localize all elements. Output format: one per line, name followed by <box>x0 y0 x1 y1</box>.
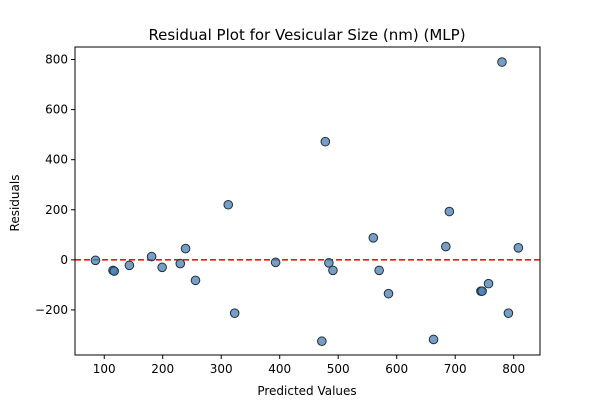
scatter-point <box>444 206 455 217</box>
scatter-point <box>368 233 379 243</box>
y-tick-label: 600 <box>45 103 68 117</box>
scatter-point <box>477 286 487 296</box>
x-tick-label: 800 <box>502 362 525 376</box>
scatter-point <box>90 255 101 266</box>
scatter-point <box>320 136 331 147</box>
scatter-point <box>270 257 281 268</box>
scatter-point <box>374 265 384 276</box>
scatter-point <box>146 251 157 262</box>
scatter-point <box>503 308 514 318</box>
chart-title: Residual Plot for Vesicular Size (nm) (M… <box>148 26 465 44</box>
scatter-point <box>324 258 334 268</box>
scatter-point <box>328 265 338 276</box>
x-tick-label: 700 <box>444 362 467 376</box>
scatter-point <box>483 278 494 289</box>
x-tick-label: 100 <box>93 362 116 376</box>
scatter-point <box>497 57 507 67</box>
scatter-point <box>124 260 135 271</box>
scatter-point <box>190 275 201 286</box>
x-axis-label: Predicted Values <box>257 384 356 398</box>
scatter-point <box>441 241 451 252</box>
x-tick-label: 400 <box>268 362 291 376</box>
scatter-point <box>513 243 524 253</box>
scatter-point <box>428 334 439 345</box>
y-tick-label: 800 <box>45 53 68 67</box>
scatter-point <box>383 288 394 299</box>
x-tick-label: 500 <box>327 362 350 376</box>
y-tick-label: 200 <box>45 203 68 217</box>
scatter-point <box>180 243 191 254</box>
x-tick-label: 600 <box>385 362 408 376</box>
scatter-point <box>229 308 240 318</box>
scatter-point <box>109 266 119 276</box>
y-tick-label: 0 <box>60 253 68 267</box>
x-tick-label: 200 <box>151 362 174 376</box>
plot-area: 100 200 300 400 500 600 700 800 −200 0 200 400 600 80… <box>35 46 541 376</box>
scatter-point <box>157 262 167 273</box>
y-tick-label: −200 <box>35 303 68 317</box>
y-tick-label: 400 <box>45 153 68 167</box>
x-tick-label: 300 <box>210 362 233 376</box>
y-axis-label: Residuals <box>8 175 22 232</box>
scatter-point <box>223 199 234 210</box>
scatter-point <box>175 258 186 269</box>
scatter-point <box>317 336 327 347</box>
plot-frame <box>74 46 541 356</box>
